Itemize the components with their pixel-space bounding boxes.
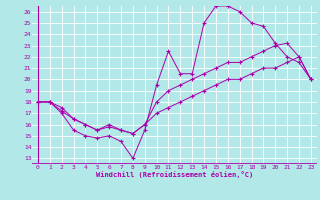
X-axis label: Windchill (Refroidissement éolien,°C): Windchill (Refroidissement éolien,°C) (96, 171, 253, 178)
